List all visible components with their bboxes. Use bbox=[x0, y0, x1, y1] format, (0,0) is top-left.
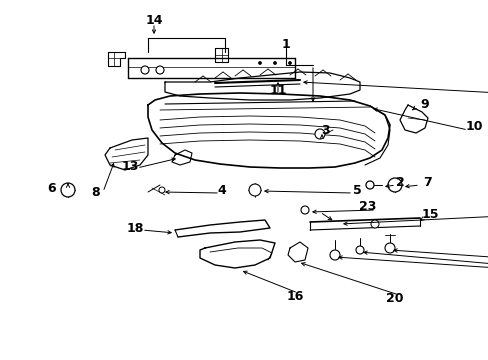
Text: 8: 8 bbox=[92, 186, 100, 199]
Circle shape bbox=[159, 187, 164, 193]
Circle shape bbox=[329, 250, 339, 260]
Text: 11: 11 bbox=[269, 85, 286, 98]
Text: 9: 9 bbox=[420, 98, 428, 111]
Circle shape bbox=[288, 62, 291, 64]
Polygon shape bbox=[215, 48, 227, 62]
Text: 16: 16 bbox=[286, 289, 303, 302]
Text: 3: 3 bbox=[320, 123, 328, 136]
Text: 18: 18 bbox=[126, 221, 143, 234]
Circle shape bbox=[301, 206, 308, 214]
Circle shape bbox=[248, 184, 261, 196]
Polygon shape bbox=[200, 240, 274, 268]
Polygon shape bbox=[399, 105, 427, 133]
Circle shape bbox=[370, 220, 378, 228]
Text: 1: 1 bbox=[281, 37, 290, 50]
Text: 20: 20 bbox=[386, 292, 403, 305]
Circle shape bbox=[365, 181, 373, 189]
Polygon shape bbox=[108, 52, 125, 66]
Circle shape bbox=[387, 178, 401, 192]
Text: 4: 4 bbox=[217, 184, 226, 198]
Circle shape bbox=[61, 183, 75, 197]
Polygon shape bbox=[287, 242, 307, 262]
Text: 10: 10 bbox=[464, 121, 482, 134]
Text: 14: 14 bbox=[145, 13, 163, 27]
Circle shape bbox=[258, 62, 261, 64]
Polygon shape bbox=[105, 138, 148, 170]
Text: 2: 2 bbox=[395, 176, 404, 189]
Circle shape bbox=[384, 243, 394, 253]
Circle shape bbox=[273, 62, 276, 64]
Circle shape bbox=[314, 129, 325, 139]
Circle shape bbox=[355, 246, 363, 254]
Circle shape bbox=[141, 66, 149, 74]
Text: 5: 5 bbox=[352, 184, 361, 198]
Text: 7: 7 bbox=[422, 176, 430, 189]
Circle shape bbox=[156, 66, 163, 74]
Text: 6: 6 bbox=[48, 181, 56, 194]
Text: 15: 15 bbox=[420, 208, 438, 221]
Polygon shape bbox=[172, 150, 192, 165]
Text: 13: 13 bbox=[121, 159, 139, 172]
Text: 23: 23 bbox=[359, 201, 376, 213]
